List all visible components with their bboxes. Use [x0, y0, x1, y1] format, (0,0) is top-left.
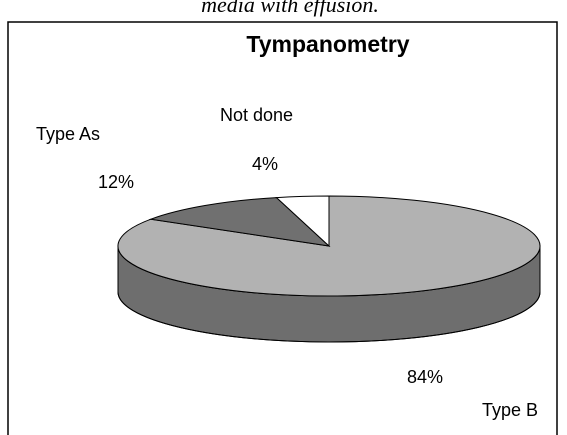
slice-name: Type B — [482, 400, 538, 420]
chart-title: Tympanometry — [246, 31, 409, 57]
slice — [275, 195, 330, 248]
caption: media with effusion. — [201, 0, 379, 17]
slice-name: Not done — [220, 105, 293, 125]
slice — [148, 197, 331, 247]
slice-name: Type As — [36, 124, 100, 144]
slice-value-label: 4% — [252, 154, 278, 174]
slice-value-label: 84% — [407, 367, 443, 387]
slice-value-label: 12% — [98, 172, 134, 192]
